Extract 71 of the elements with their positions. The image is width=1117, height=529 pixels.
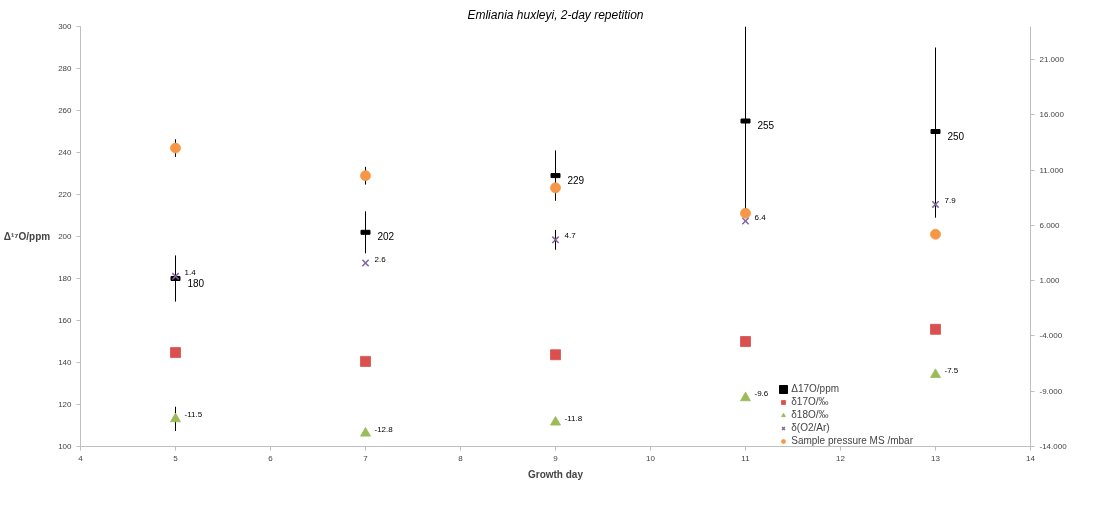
data-label: 2.6 [374,254,387,264]
x-tick-label: 7 [363,453,369,463]
x-tick-label: 12 [836,453,846,463]
y-tick-label: 160 [58,316,73,325]
point [170,412,181,423]
point [550,349,561,361]
data-label: 229 [567,174,585,186]
y2-tick-label: 1.000 [1039,276,1061,286]
x-tick-label: 8 [458,453,464,463]
point [171,272,180,281]
x-tick-label: 9 [553,453,559,463]
legend-label: δ18O/‰ [791,409,829,420]
data-label: -11.8 [564,413,583,423]
y-tick-label: 180 [58,274,73,283]
point [170,142,181,154]
point [740,391,751,402]
point [931,200,940,209]
y-tick-label: 300 [58,22,73,31]
point [361,259,370,267]
legend-label: Δ17O/ppm [791,383,840,394]
x-tick-label: 14 [1026,453,1036,463]
legend-label: δ(O2/Ar) [791,422,830,433]
x-tick-label: 10 [646,453,656,463]
data-label: -11.5 [184,410,203,420]
y2-tick-label: 16.000 [1039,110,1065,120]
y-tick-label: 120 [58,400,73,409]
y2-tick-label: 21.000 [1039,55,1065,65]
y2-tick-label: -14.000 [1039,442,1068,451]
legend-label: δ17O/‰ [791,396,829,407]
data-label: 255 [757,120,775,131]
x-tick-label: 11 [741,453,751,463]
point [740,207,751,219]
y-tick-label: 280 [58,64,73,73]
y-tick-label: 220 [58,190,73,199]
data-label: 4.7 [564,231,577,241]
data-label: 180 [187,277,205,289]
y-axis-title: Δ¹⁷O/ppm [3,231,51,242]
point [360,355,371,367]
data-label: -12.8 [374,424,394,434]
x-tick-label: 6 [268,453,274,463]
point [930,323,941,335]
legend-label: Sample pressure MS /mbar [791,435,913,446]
y2-tick-label: 6.000 [1039,220,1061,230]
y2-tick-label: -9.000 [1039,386,1063,396]
x-tick-label: 13 [931,453,941,463]
point [360,170,371,182]
y-tick-label: 200 [58,232,73,241]
y2-tick-label: 11.000 [1039,165,1064,175]
y-tick-label: 100 [58,442,73,451]
x-tick-label: 4 [78,453,84,463]
y2-tick-label: -4.000 [1039,331,1063,341]
data-label: -7.5 [944,366,959,376]
chart-title: Emliania huxleyi, 2-day repetition [467,7,644,22]
point [170,347,181,359]
point [550,182,561,194]
data-label: 7.9 [944,195,957,205]
y-tick-label: 260 [58,106,73,115]
data-label: -9.6 [754,389,769,399]
data-label: 202 [377,231,395,243]
x-tick-label: 5 [173,453,179,463]
data-label: 250 [947,130,965,142]
data-label: 1.4 [184,267,197,277]
y-tick-label: 140 [58,358,73,367]
y-tick-label: 240 [58,148,73,157]
data-label: 6.4 [754,212,767,222]
point [930,228,941,240]
point [550,415,561,426]
point [930,368,941,379]
point [740,336,751,347]
point [360,426,371,437]
x-axis-title: Growth day [528,468,584,480]
